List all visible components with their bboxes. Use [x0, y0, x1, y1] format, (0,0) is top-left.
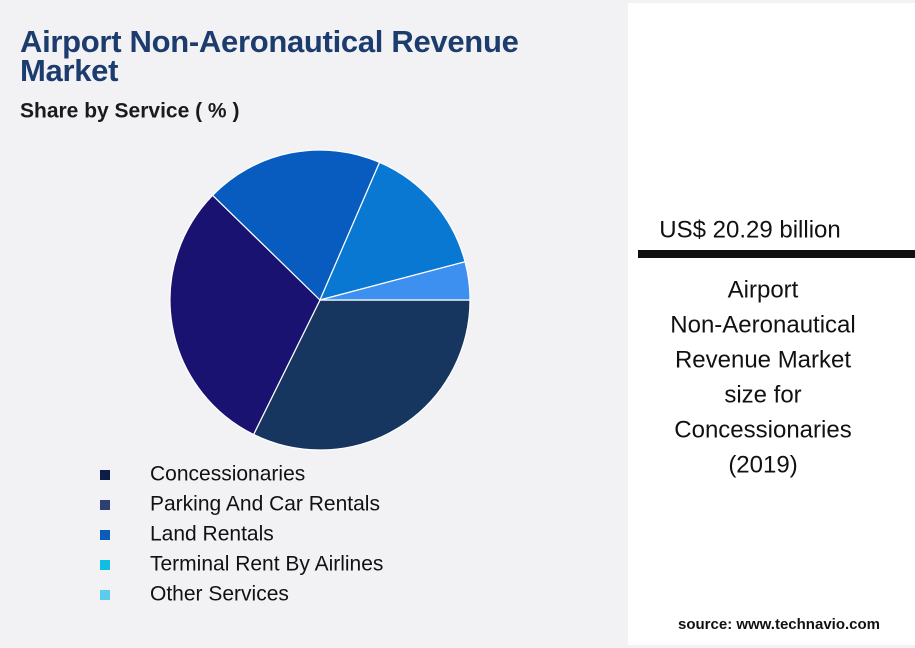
legend-marker — [100, 500, 110, 510]
pie-slice — [319, 261, 471, 301]
legend-label: Land Rentals — [150, 523, 274, 546]
chart-subtitle: Share by Service ( % ) — [20, 100, 239, 123]
legend-label: Terminal Rent By Airlines — [150, 553, 383, 576]
side-panel — [628, 3, 915, 645]
pie-slice — [211, 149, 381, 302]
pie-slice — [318, 161, 466, 301]
chart-title: Airport Non-Aeronautical Revenue Market — [20, 24, 519, 88]
highlight-description: Revenue Market — [675, 346, 851, 373]
pie-slice — [252, 299, 471, 451]
legend-marker — [100, 560, 110, 570]
highlight-description: (2019) — [728, 451, 797, 478]
legend-label: Parking And Car Rentals — [150, 493, 380, 516]
legend-marker — [100, 590, 110, 600]
highlight-description: Concessionaries — [674, 416, 851, 443]
legend-marker — [100, 470, 110, 480]
legend-marker — [100, 530, 110, 540]
legend-label: Concessionaries — [150, 463, 305, 486]
highlight-description: size for — [724, 381, 801, 408]
legend-label: Other Services — [150, 583, 289, 606]
highlight-value: US$ 20.29 billion — [659, 216, 840, 243]
highlight-description: Airport — [728, 276, 799, 303]
pie-slice — [169, 194, 321, 436]
source: source: www.technavio.com — [678, 616, 880, 633]
highlight-description: Non-Aeronautical — [670, 311, 855, 338]
divider — [638, 250, 915, 258]
